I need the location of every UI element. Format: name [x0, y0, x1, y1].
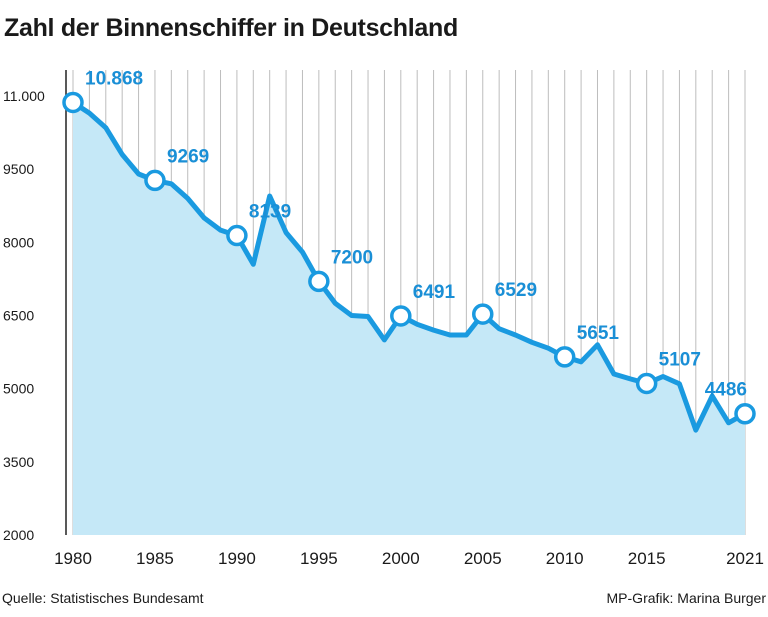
data-label: 9269 [167, 146, 209, 167]
data-point-marker [62, 91, 84, 114]
data-point-markers [62, 91, 756, 425]
credit-note: MP-Grafik: Marina Burger [606, 590, 766, 606]
x-tick-label: 2000 [382, 549, 420, 568]
area-fill [73, 102, 745, 536]
data-point-marker [553, 346, 576, 368]
data-point-marker [734, 402, 756, 425]
y-tick-label: 6500 [3, 308, 34, 324]
data-point-marker [308, 270, 330, 293]
data-label: 5107 [659, 349, 701, 370]
x-tick-label: 1995 [300, 549, 338, 568]
x-tick-label: 2005 [464, 549, 502, 568]
data-point-marker [472, 303, 494, 325]
data-label: 10.868 [85, 68, 143, 89]
y-tick-label: 9500 [3, 161, 34, 177]
x-tick-label: 2015 [628, 549, 666, 568]
x-tick-label: 2021 [726, 549, 764, 568]
x-tick-label: 1990 [218, 549, 256, 568]
data-label: 6491 [413, 282, 456, 303]
x-tick-label: 1985 [136, 549, 174, 568]
x-tick-labels: 1980 1985 1990 1995 2000 2005 2010 2015 2021 [54, 549, 764, 568]
data-label: 4486 [705, 380, 747, 401]
y-tick-label: 3500 [3, 454, 34, 470]
x-tick-label: 2010 [546, 549, 584, 568]
data-label: 8139 [249, 202, 291, 223]
chart-title: Zahl der Binnenschiffer in Deutschland [4, 14, 458, 42]
y-tick-label: 2000 [3, 527, 34, 543]
source-note: Quelle: Statistisches Bundesamt [2, 590, 204, 606]
y-tick-label: 11.000 [3, 88, 45, 104]
y-tick-label: 8000 [3, 234, 34, 250]
data-label: 6529 [495, 280, 537, 301]
data-point-marker [144, 169, 166, 192]
data-point-marker [226, 224, 248, 247]
y-tick-label: 5000 [3, 381, 34, 397]
y-tick-labels: 2000 3500 5000 6500 8000 9500 11.000 [3, 88, 45, 543]
x-tick-label: 1980 [54, 549, 92, 568]
data-point-marker [390, 305, 412, 327]
data-point-marker [635, 372, 658, 395]
data-label: 7200 [331, 247, 373, 268]
data-label: 5651 [577, 323, 620, 344]
